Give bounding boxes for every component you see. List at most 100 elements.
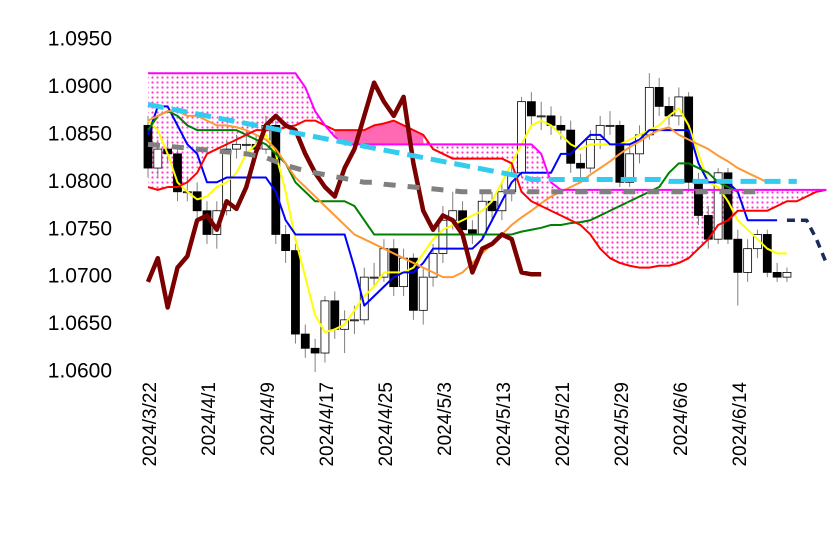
cloud bbox=[610, 189, 620, 263]
cloud bbox=[737, 189, 748, 211]
line bbox=[148, 72, 827, 191]
candle-body bbox=[232, 143, 241, 150]
candle-body bbox=[733, 238, 743, 273]
candle-body bbox=[477, 200, 487, 235]
y-tick-label: 1.0700 bbox=[48, 265, 112, 288]
candle-body bbox=[281, 234, 291, 251]
candle-body bbox=[625, 153, 635, 183]
cloud bbox=[590, 189, 601, 249]
cloud bbox=[659, 189, 669, 266]
candle-body bbox=[772, 271, 782, 278]
candle-body bbox=[409, 257, 418, 311]
candle-body bbox=[654, 87, 664, 107]
x-tick-label: 2024/4/17 bbox=[317, 382, 338, 467]
line bbox=[147, 107, 787, 334]
candle-body bbox=[585, 139, 595, 169]
y-tick-label: 1.0850 bbox=[48, 122, 112, 145]
cloud bbox=[226, 73, 237, 145]
cloud bbox=[639, 189, 650, 268]
candle-body bbox=[350, 319, 359, 322]
y-tick-label: 1.0800 bbox=[48, 170, 112, 193]
candle-body bbox=[369, 276, 379, 279]
candle-body bbox=[526, 101, 536, 117]
line bbox=[147, 102, 797, 184]
cloud bbox=[442, 144, 453, 159]
x-tick-label: 2024/4/9 bbox=[258, 382, 279, 456]
cloud bbox=[285, 73, 296, 128]
y-tick-label: 1.0600 bbox=[48, 360, 112, 383]
cloud bbox=[462, 144, 473, 159]
cloud bbox=[580, 189, 591, 235]
cloud bbox=[668, 189, 679, 266]
cloud bbox=[482, 144, 493, 159]
candle-body bbox=[428, 253, 438, 278]
candle-body bbox=[330, 300, 340, 330]
cloud bbox=[433, 144, 443, 154]
y-tick-label: 1.0900 bbox=[48, 75, 112, 98]
cloud bbox=[629, 189, 640, 268]
candle-body bbox=[438, 219, 448, 254]
cloud bbox=[560, 189, 571, 221]
cloud bbox=[501, 144, 512, 164]
candle-body bbox=[556, 124, 566, 131]
line bbox=[786, 218, 828, 264]
candle-body bbox=[192, 191, 202, 212]
cloud bbox=[472, 144, 483, 159]
x-tick-label: 2024/6/6 bbox=[671, 382, 692, 456]
candle-body bbox=[359, 276, 369, 321]
cloud bbox=[649, 189, 660, 268]
candle-body bbox=[743, 248, 753, 273]
candle-body bbox=[389, 248, 399, 288]
cloud bbox=[295, 73, 306, 126]
y-tick-label: 1.0750 bbox=[48, 217, 112, 240]
x-tick-label: 2024/5/29 bbox=[612, 382, 633, 467]
cloud bbox=[747, 189, 758, 211]
cloud bbox=[492, 144, 502, 159]
x-tick-label: 2024/5/13 bbox=[494, 382, 515, 467]
candle-body bbox=[762, 234, 772, 273]
x-tick-label: 2024/5/21 bbox=[553, 382, 574, 467]
candle-body bbox=[595, 124, 605, 141]
cloud bbox=[786, 189, 797, 202]
cloud bbox=[383, 120, 394, 145]
x-tick-label: 2024/6/14 bbox=[730, 382, 751, 467]
cloud bbox=[678, 189, 689, 263]
candle-body bbox=[300, 333, 310, 349]
candle-body bbox=[241, 143, 251, 146]
x-tick-label: 2024/3/22 bbox=[140, 382, 161, 467]
candle-body bbox=[576, 162, 585, 169]
candle-body bbox=[310, 347, 320, 354]
x-tick-label: 2024/5/3 bbox=[435, 382, 456, 456]
candle-body bbox=[418, 276, 428, 311]
cloud bbox=[570, 189, 581, 225]
candle-body bbox=[713, 172, 723, 240]
cloud bbox=[256, 73, 266, 131]
y-tick-label: 1.0650 bbox=[48, 312, 112, 335]
cloud bbox=[373, 123, 385, 145]
candle-body bbox=[153, 148, 163, 169]
cloud bbox=[619, 189, 630, 266]
cloud bbox=[216, 73, 227, 150]
cloud bbox=[796, 189, 807, 202]
cloud bbox=[541, 153, 552, 211]
candle-body bbox=[271, 124, 281, 235]
candle-body bbox=[782, 271, 792, 278]
candle-body bbox=[605, 124, 615, 127]
cloud bbox=[600, 189, 611, 259]
candle-body bbox=[674, 96, 684, 117]
x-tick-label: 2024/4/25 bbox=[376, 382, 397, 467]
cloud bbox=[206, 73, 217, 154]
line bbox=[145, 80, 542, 310]
cloud bbox=[246, 73, 257, 135]
cloud bbox=[767, 189, 778, 211]
candle-body bbox=[753, 234, 762, 250]
line bbox=[147, 141, 768, 195]
cloud bbox=[452, 144, 463, 159]
candle-body bbox=[694, 181, 703, 216]
x-tick-label: 2024/4/1 bbox=[199, 382, 220, 456]
cloud bbox=[757, 189, 768, 211]
candle-body bbox=[723, 172, 733, 240]
candle-body bbox=[291, 250, 300, 335]
candle-body bbox=[536, 115, 546, 118]
